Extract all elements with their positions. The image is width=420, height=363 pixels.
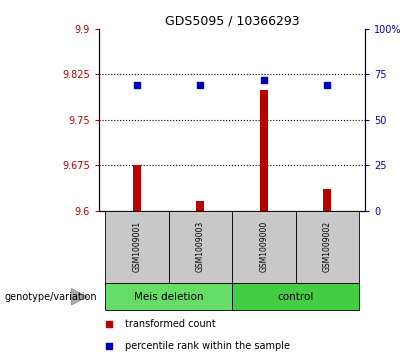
Bar [232, 211, 296, 283]
Polygon shape [71, 289, 87, 305]
Text: GSM1009000: GSM1009000 [259, 221, 268, 273]
Text: transformed count: transformed count [125, 319, 216, 329]
Bar [105, 211, 168, 283]
Text: Meis deletion: Meis deletion [134, 292, 203, 302]
Text: genotype/variation: genotype/variation [4, 292, 97, 302]
Point [260, 78, 267, 83]
Bar [197, 201, 204, 211]
Bar [232, 283, 359, 310]
Bar [133, 165, 141, 211]
Point [324, 82, 331, 88]
Bar [105, 283, 232, 310]
Text: GSM1009003: GSM1009003 [196, 221, 205, 273]
Bar [168, 211, 232, 283]
Point [197, 82, 204, 88]
Text: control: control [277, 292, 314, 302]
Point [106, 321, 113, 326]
Point [106, 343, 113, 348]
Text: GSM1009001: GSM1009001 [132, 221, 141, 272]
Bar [260, 90, 268, 211]
Bar [296, 211, 359, 283]
Title: GDS5095 / 10366293: GDS5095 / 10366293 [165, 15, 299, 28]
Text: percentile rank within the sample: percentile rank within the sample [125, 341, 290, 351]
Point [134, 82, 140, 88]
Text: GSM1009002: GSM1009002 [323, 221, 332, 272]
Bar [323, 189, 331, 211]
